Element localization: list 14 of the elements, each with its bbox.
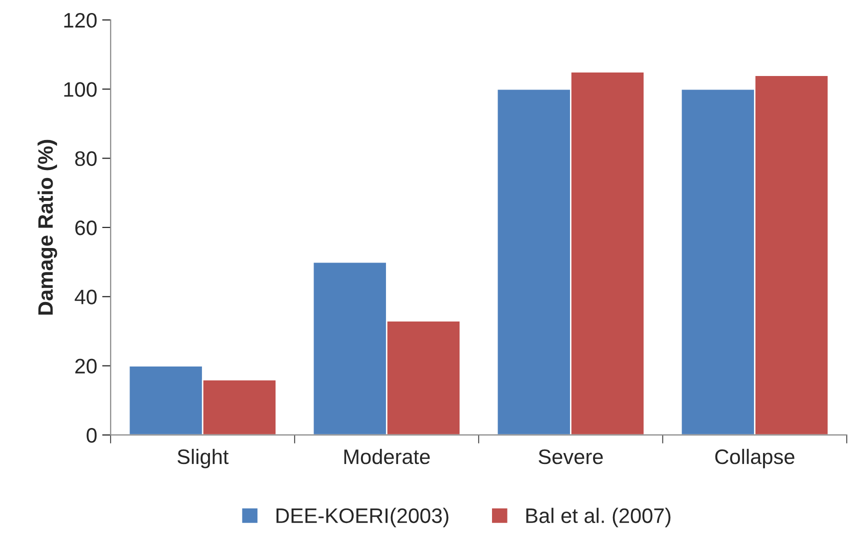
legend-label: DEE-KOERI(2003) <box>276 508 448 528</box>
x-tick-label: Severe <box>538 449 603 464</box>
y-tick-label: 80 <box>75 151 97 166</box>
y-axis-title: Damage Ratio (%) <box>38 140 58 315</box>
legend-label: Bal et al. (2007) <box>526 508 670 528</box>
y-tick-label: 100 <box>64 82 97 97</box>
y-tick-label: 20 <box>75 358 97 374</box>
y-tick-label: 60 <box>75 220 97 236</box>
x-tick-label: Slight <box>178 448 229 468</box>
x-tick-label: Moderate <box>344 448 430 464</box>
y-tick-label: 120 <box>64 12 97 28</box>
x-tick-label: Collapse <box>715 448 794 468</box>
y-tick-label: 0 <box>86 428 97 443</box>
y-tick-label: 40 <box>74 290 97 304</box>
